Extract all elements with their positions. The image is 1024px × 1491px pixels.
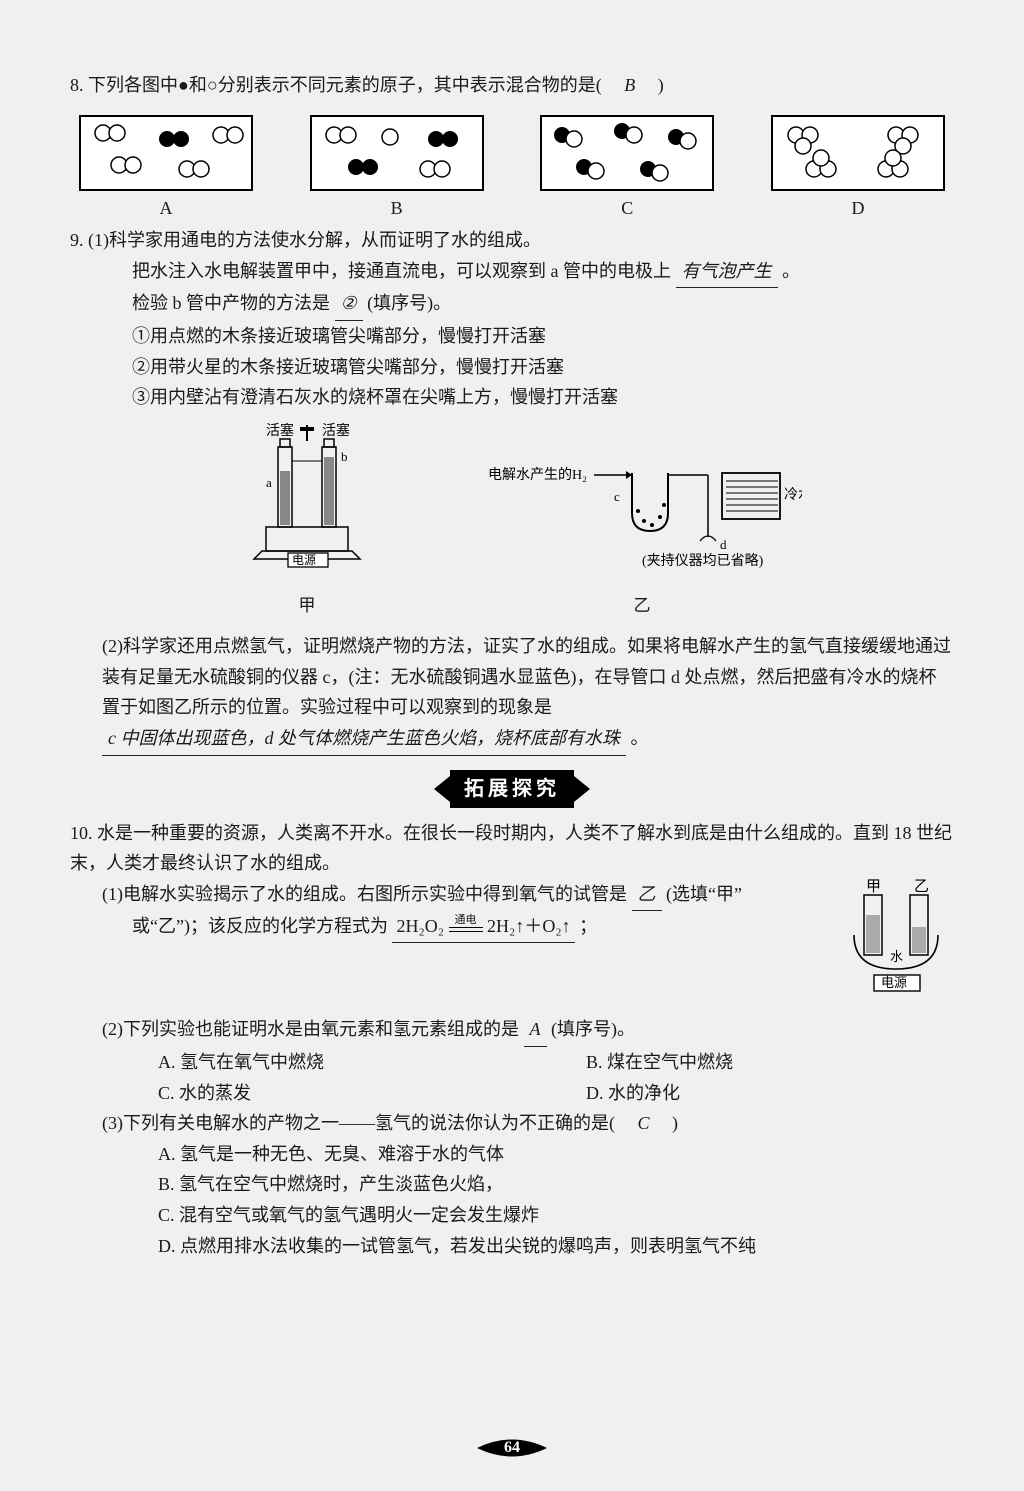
q10-optA: A. 氢气在氧气中燃烧 [158, 1047, 526, 1078]
q8-option-A: A [76, 115, 256, 224]
page-number: 64 [477, 1435, 547, 1461]
q9-line2-a: 把水注入水电解装置甲中，接通直流电，可以观察到 a 管中的电极上 [132, 261, 671, 281]
q10-p2-options-row1: A. 氢气在氧气中燃烧 B. 煤在空气中燃烧 [70, 1047, 954, 1078]
q10-s3C: C. 混有空气或氧气的氢气遇明火一定会发生爆炸 [70, 1200, 954, 1231]
q10-s3D: D. 点燃用排水法收集的一试管氢气，若发出尖锐的爆鸣声，则表明氢气不纯 [70, 1231, 954, 1262]
q10-p1-b: (选填“甲” [666, 884, 742, 904]
q10-answer-tube: 乙 [632, 879, 662, 912]
electrolysis-apparatus-icon: 活塞 活塞 a b 电源 [222, 421, 392, 581]
q10-s3A: A. 氢气是一种无色、无臭、难溶于水的气体 [70, 1139, 954, 1170]
q8-option-B: B [307, 115, 487, 224]
q8-label-b: B [391, 193, 403, 224]
q9-diagram-1: 活塞 活塞 a b 电源 [222, 421, 392, 621]
q10-answer-p3: C [637, 1113, 649, 1133]
q9-opt1: ①用点燃的木条接近玻璃管尖嘴部分，慢慢打开活塞 [70, 321, 954, 352]
q10-part1-line2: 或“乙”)；该反应的化学方程式为 2H₂O₂ 通电 2H₂↑＋O₂↑ ； [70, 911, 954, 943]
q9-answer-seq: ② [335, 288, 363, 321]
q10-answer-p2: A [524, 1014, 547, 1047]
q10-figure: 甲 乙 水 电源 [844, 879, 954, 1009]
q10-optB: B. 煤在空气中燃烧 [586, 1047, 954, 1078]
particle-diagram-a [79, 115, 253, 191]
q8-label-c: C [621, 193, 633, 224]
particle-diagram-b [310, 115, 484, 191]
page: 8. 下列各图中●和○分别表示不同元素的原子，其中表示混合物的是( B ) A [0, 0, 1024, 1491]
fig-label-jia: 甲 [866, 879, 881, 895]
banner-triangle-left [434, 776, 450, 802]
page-number-text: 64 [504, 1434, 520, 1461]
q9-part1-lead: 9. (1)科学家用通电的方法使水分解，从而证明了水的组成。 [70, 225, 954, 256]
plug-label-right: 活塞 [322, 422, 350, 439]
q9-diagrams: 活塞 活塞 a b 电源 [70, 421, 954, 621]
electrolysis-tubes-icon: 甲 乙 水 电源 [844, 879, 954, 999]
section-banner: 拓展探究 [70, 770, 954, 808]
fig-power-label: 电源 [881, 975, 907, 990]
q10-intro: 10. 水是一种重要的资源，人类离不开水。在很长一段时期内，人类不了解水到底是由… [70, 818, 954, 879]
q8-tail: ) [640, 75, 664, 95]
q10-p2-a: (2)下列实验也能证明水是由氧元素和氢元素组成的是 [102, 1019, 519, 1039]
q9-line2: 把水注入水电解装置甲中，接通直流电，可以观察到 a 管中的电极上 有气泡产生 。 [70, 256, 954, 289]
fig-label-yi: 乙 [914, 879, 929, 895]
fig-water-label: 水 [890, 949, 903, 964]
power-label: 电源 [292, 553, 316, 567]
q9-opt3: ③用内壁沾有澄清石灰水的烧杯罩在尖嘴上方，慢慢打开活塞 [70, 382, 954, 413]
q9-diagram2-caption: 乙 [482, 592, 802, 621]
q10-p2-b: (填序号)。 [551, 1019, 635, 1039]
q8-options-row: A B C [70, 115, 954, 224]
q10-equation: 2H₂O₂ 通电 2H₂↑＋O₂↑ [392, 911, 574, 943]
particle-diagram-d [771, 115, 945, 191]
q10-p1-d: ； [579, 916, 597, 936]
q10-p1-a: (1)电解水实验揭示了水的组成。右图所示实验中得到氧气的试管是 [102, 884, 627, 904]
banner-triangle-right [574, 776, 590, 802]
q10-s3B: B. 氢气在空气中燃烧时，产生淡蓝色火焰， [70, 1169, 954, 1200]
q10-p1-c: 或“乙”)；该反应的化学方程式为 [132, 916, 388, 936]
q8-text: 8. 下列各图中●和○分别表示不同元素的原子，其中表示混合物的是( [70, 75, 620, 95]
q8-answer: B [624, 75, 635, 95]
q9-answer-phenomenon: c 中固体出现蓝色，d 处气体燃烧产生蓝色火焰，烧杯底部有水珠 [102, 723, 626, 756]
q10-part2: (2)下列实验也能证明水是由氧元素和氢元素组成的是 A (填序号)。 [70, 1014, 954, 1047]
svg-text:b: b [341, 449, 348, 464]
q9-line3-b: (填序号)。 [367, 293, 451, 313]
eq-condition: 通电 [449, 911, 483, 930]
q10-p3-b: ) [654, 1113, 678, 1133]
clamp-note: (夹持仪器均已省略) [642, 553, 764, 569]
question-8: 8. 下列各图中●和○分别表示不同元素的原子，其中表示混合物的是( B ) [70, 70, 954, 101]
q10-optD: D. 水的净化 [586, 1078, 954, 1109]
q9-p2-b: 。 [631, 728, 649, 748]
hydrogen-test-apparatus-icon: 电解水产生的H₂ c 冷水 [482, 451, 802, 581]
q10-part3: (3)下列有关电解水的产物之一——氢气的说法你认为不正确的是( C ) [70, 1108, 954, 1139]
q10-optC: C. 水的蒸发 [158, 1078, 526, 1109]
q9-part2: (2)科学家还用点燃氢气，证明燃烧产物的方法，证实了水的组成。如果将电解水产生的… [70, 631, 954, 755]
q8-option-D: D [768, 115, 948, 224]
q10-p3-a: (3)下列有关电解水的产物之一——氢气的说法你认为不正确的是( [102, 1113, 633, 1133]
svg-text:d: d [720, 537, 727, 552]
q9-line2-b: 。 [782, 261, 800, 281]
eq-left: 2H₂O₂ [396, 916, 444, 936]
particle-diagram-c [540, 115, 714, 191]
q9-line3: 检验 b 管中产物的方法是 ② (填序号)。 [70, 288, 954, 321]
eq-right: 2H₂↑＋O₂↑ [487, 916, 571, 936]
q10-part1: (1)电解水实验揭示了水的组成。右图所示实验中得到氧气的试管是 乙 (选填“甲” [70, 879, 954, 912]
q10-intro-text: 10. 水是一种重要的资源，人类离不开水。在很长一段时期内，人类不了解水到底是由… [70, 823, 952, 874]
coldwater-label: 冷水 [784, 487, 802, 503]
q8-label-d: D [851, 193, 864, 224]
plug-label-left: 活塞 [266, 422, 294, 439]
q8-option-C: C [537, 115, 717, 224]
q9-opt2: ②用带火星的木条接近玻璃管尖嘴部分，慢慢打开活塞 [70, 352, 954, 383]
svg-text:a: a [266, 475, 272, 490]
q8-label-a: A [160, 193, 173, 224]
q9-p2-a: (2)科学家还用点燃氢气，证明燃烧产物的方法，证实了水的组成。如果将电解水产生的… [102, 636, 951, 717]
q9-diagram-2: 电解水产生的H₂ c 冷水 [482, 451, 802, 621]
q10-p2-options-row2: C. 水的蒸发 D. 水的净化 [70, 1078, 954, 1109]
q9-diagram1-caption: 甲 [222, 592, 392, 621]
q9-line3-a: 检验 b 管中产物的方法是 [132, 293, 330, 313]
question-9: 9. (1)科学家用通电的方法使水分解，从而证明了水的组成。 把水注入水电解装置… [70, 225, 954, 755]
svg-text:c: c [614, 489, 620, 504]
h2-label: 电解水产生的H₂ [488, 467, 587, 483]
q9-answer-bubbles: 有气泡产生 [676, 256, 778, 289]
question-10: 10. 水是一种重要的资源，人类离不开水。在很长一段时期内，人类不了解水到底是由… [70, 818, 954, 1262]
banner-text: 拓展探究 [450, 770, 574, 808]
